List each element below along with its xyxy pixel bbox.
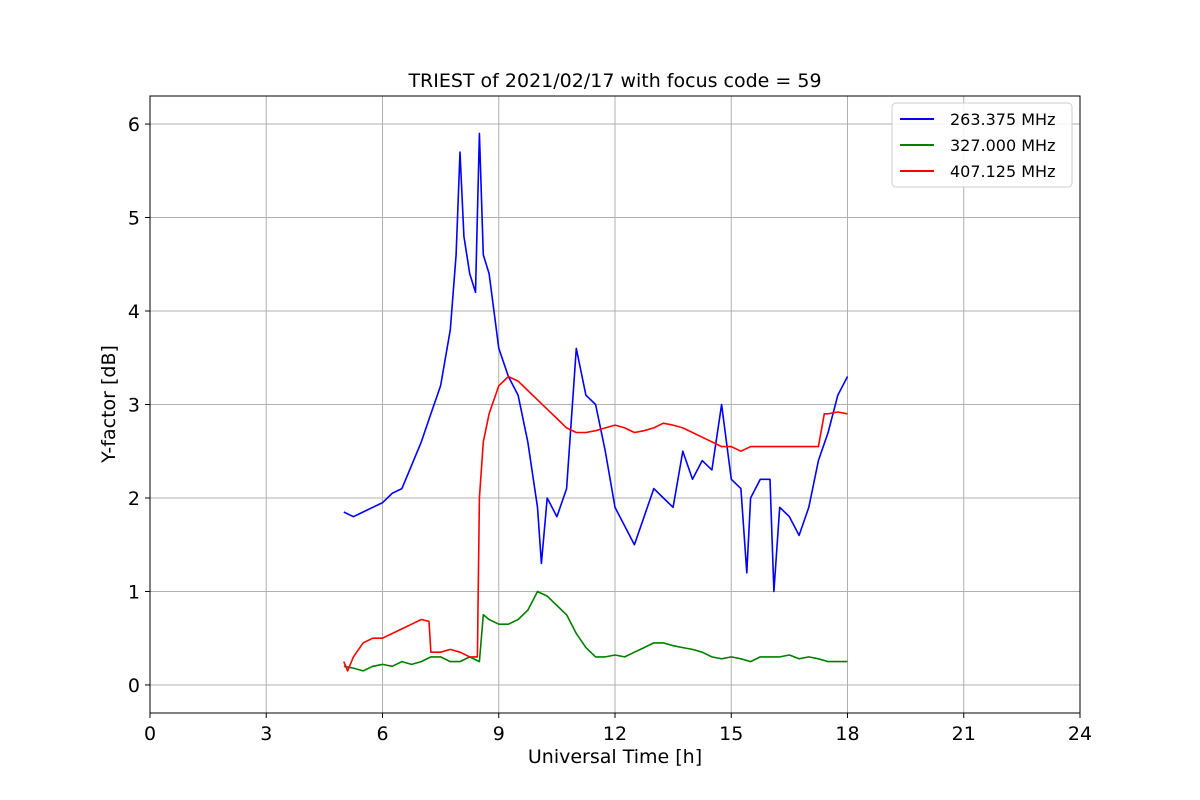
legend-label-3: 407.125 MHz [950, 162, 1055, 181]
series-line-2 [343, 590, 848, 672]
y-axis-label: Y-factor [dB] [98, 345, 120, 464]
y-tick-label: 2 [128, 488, 140, 510]
series-line-3 [343, 375, 848, 672]
series-layer [343, 132, 849, 672]
series-line-1 [343, 132, 849, 593]
y-tick-label: 6 [128, 114, 140, 136]
y-tick-label: 3 [128, 395, 140, 417]
x-tick-label: 3 [260, 723, 272, 745]
y-tick-label: 4 [128, 301, 140, 323]
y-tick-label: 5 [128, 208, 140, 230]
chart-title: TRIEST of 2021/02/17 with focus code = 5… [407, 70, 821, 92]
x-tick-label: 18 [835, 723, 859, 745]
x-tick-label: 9 [493, 723, 505, 745]
x-tick-label: 0 [144, 723, 156, 745]
x-tick-label: 6 [376, 723, 388, 745]
legend: 263.375 MHz 327.000 MHz 407.125 MHz [891, 102, 1073, 188]
legend-box [891, 102, 1073, 188]
legend-label-1: 263.375 MHz [950, 110, 1055, 129]
x-tick-label: 15 [719, 723, 743, 745]
y-tick-label: 0 [128, 675, 140, 697]
y-tick-label: 1 [128, 581, 140, 603]
x-tick-label: 21 [952, 723, 976, 745]
x-tick-label: 24 [1068, 723, 1092, 745]
x-tick-label: 12 [603, 723, 627, 745]
x-axis-label: Universal Time [h] [528, 746, 702, 768]
legend-label-2: 327.000 MHz [950, 136, 1055, 155]
